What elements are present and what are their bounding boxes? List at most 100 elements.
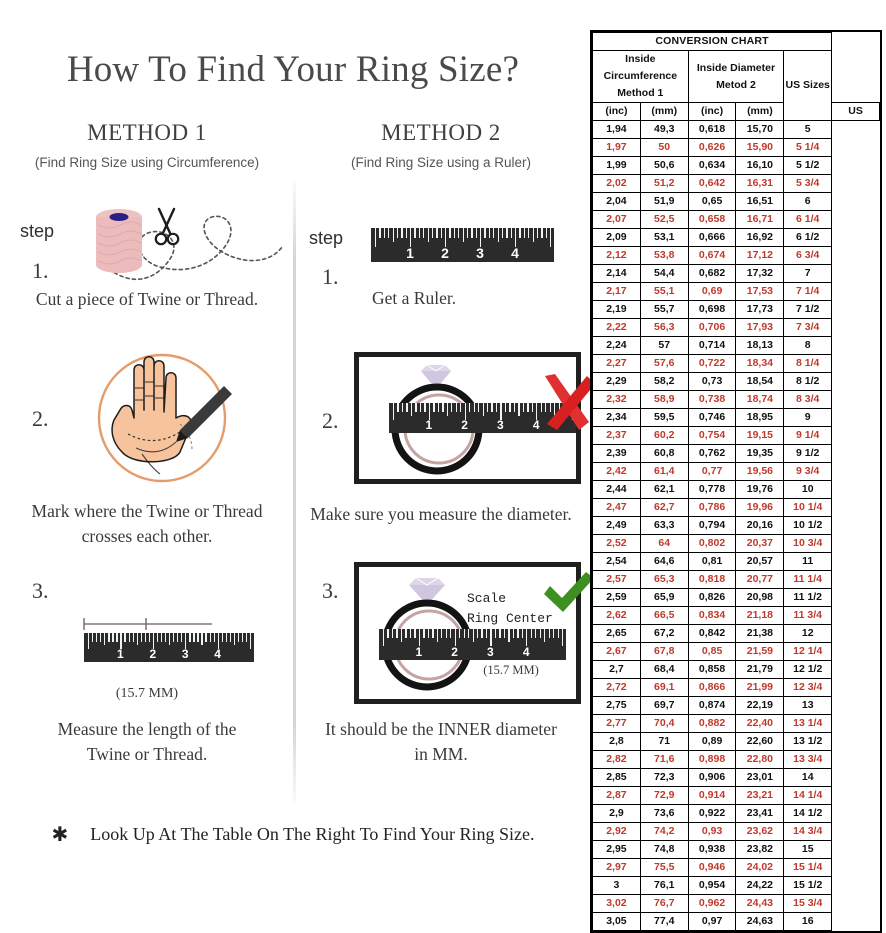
table-cell: 14 (783, 768, 833, 787)
table-cell: 53,1 (639, 228, 689, 247)
table-cell: 73,6 (639, 804, 689, 823)
table-cell: 69,7 (639, 696, 689, 715)
method-1-step-2-number: 2. (32, 406, 49, 431)
table-cell: 5 1/2 (783, 156, 833, 175)
table-cell: 54,4 (639, 264, 689, 283)
table-cell: 18,54 (735, 372, 785, 391)
table-row: 2,39 60,8 0,762 19,35 9 1/2 (592, 444, 880, 463)
table-cell: 2,37 (592, 426, 641, 445)
instructions-panel: How To Find Your Ring Size? METHOD 1 (Fi… (20, 49, 595, 846)
table-cell: 0,77 (687, 462, 737, 481)
table-cell: 21,59 (735, 642, 785, 661)
table-row: 3,02 76,7 0,962 24,43 15 3/4 (592, 894, 880, 913)
ruler-number: 2 (149, 647, 157, 662)
table-cell: 2,92 (592, 822, 641, 841)
table-row: 3,05 77,4 0,97 24,63 16 (592, 912, 880, 931)
table-cell: 0,938 (687, 840, 737, 859)
table-cell: 2,49 (592, 516, 641, 535)
table-cell: 9 (783, 408, 833, 427)
group-header-diameter: Inside Diameter Metod 2 (687, 50, 785, 103)
page-title: How To Find Your Ring Size? (66, 49, 520, 90)
table-cell: 2,02 (592, 174, 641, 193)
table-cell: 0,898 (687, 750, 737, 769)
table-cell: 10 3/4 (783, 534, 833, 553)
twine-spool-scissors-icon (86, 203, 286, 291)
table-cell: 3 (592, 876, 641, 895)
table-cell: 0,842 (687, 624, 737, 643)
table-cell: 24,22 (735, 876, 785, 895)
table-cell: 7 1/4 (783, 282, 833, 301)
table-cell: 2,27 (592, 354, 641, 373)
table-cell: 2,47 (592, 498, 641, 517)
table-row: 2,12 53,8 0,674 17,12 6 3/4 (592, 246, 880, 265)
table-cell: 0,698 (687, 300, 737, 319)
table-cell: 2,57 (592, 570, 641, 589)
table-cell: 60,2 (639, 426, 689, 445)
group-header-circumference-line2: Method 1 (617, 87, 664, 99)
table-row: 2,29 58,2 0,73 18,54 8 1/2 (592, 372, 880, 391)
table-cell: 0,714 (687, 336, 737, 355)
table-cell: 16,92 (735, 228, 785, 247)
table-cell: 76,7 (639, 894, 689, 913)
ruler-number: 1 (425, 417, 433, 432)
table-cell: 5 (783, 120, 833, 139)
table-cell: 5 3/4 (783, 174, 833, 193)
table-cell: 0,658 (687, 210, 737, 229)
method-1-title: METHOD 1 (87, 120, 207, 145)
table-cell: 2,17 (592, 282, 641, 301)
table-cell: 0,858 (687, 660, 737, 679)
table-row: 2,27 57,6 0,722 18,34 8 1/4 (592, 354, 880, 373)
table-cell: 49,3 (639, 120, 689, 139)
table-cell: 2,65 (592, 624, 641, 643)
table-cell: 77,4 (639, 912, 689, 931)
table-cell: 2,59 (592, 588, 641, 607)
table-cell: 0,874 (687, 696, 737, 715)
table-cell: 14 1/2 (783, 804, 833, 823)
ruler-number: 4 (522, 645, 530, 660)
table-cell: 20,77 (735, 570, 785, 589)
table-cell: 70,4 (639, 714, 689, 733)
table-cell: 76,1 (639, 876, 689, 895)
ruler-number: 4 (511, 244, 519, 261)
table-row: 2,22 56,3 0,706 17,93 7 3/4 (592, 318, 880, 337)
table-cell: 0,682 (687, 264, 737, 283)
table-row: 2,67 67,8 0,85 21,59 12 1/4 (592, 642, 880, 661)
table-cell: 18,13 (735, 336, 785, 355)
table-row: 2,75 69,7 0,874 22,19 13 (592, 696, 880, 715)
table-cell: 61,4 (639, 462, 689, 481)
table-cell: 10 1/4 (783, 498, 833, 517)
table-cell: 1,94 (592, 120, 641, 139)
table-row: 2,97 75,5 0,946 24,02 15 1/4 (592, 858, 880, 877)
table-cell: 5 1/4 (783, 138, 833, 157)
table-row: 2,82 71,6 0,898 22,80 13 3/4 (592, 750, 880, 769)
table-cell: 74,2 (639, 822, 689, 841)
table-cell: 2,54 (592, 552, 641, 571)
table-cell: 22,60 (735, 732, 785, 751)
table-row: 2,65 67,2 0,842 21,38 12 (592, 624, 880, 643)
table-cell: 72,9 (639, 786, 689, 805)
method-1-subtitle: (Find Ring Size using Circumference) (34, 155, 260, 170)
table-cell: 2,32 (592, 390, 641, 409)
table-cell: 67,8 (639, 642, 689, 661)
table-cell: 9 1/2 (783, 444, 833, 463)
method-2-step-3-number: 3. (322, 578, 339, 603)
table-row: 2,52 64 0,802 20,37 10 3/4 (592, 534, 880, 553)
table-cell: 0,922 (687, 804, 737, 823)
table-cell: 60,8 (639, 444, 689, 463)
table-cell: 12 3/4 (783, 678, 833, 697)
table-cell: 22,80 (735, 750, 785, 769)
footnote-text: Look Up At The Table On The Right To Fin… (90, 824, 535, 844)
table-cell: 21,79 (735, 660, 785, 679)
table-cell: 15 1/2 (783, 876, 833, 895)
diamond-icon (421, 364, 451, 389)
table-cell: 0,618 (687, 120, 737, 139)
table-cell: 8 1/2 (783, 372, 833, 391)
table-cell: 0,722 (687, 354, 737, 373)
method-2-step-2-number: 2. (322, 408, 339, 433)
method-2-column: METHOD 2 (Find Ring Size using a Ruler) (298, 120, 584, 170)
table-row: 2,09 53,1 0,666 16,92 6 1/2 (592, 228, 880, 247)
table-row: 2,49 63,3 0,794 20,16 10 1/2 (592, 516, 880, 535)
table-row: 2,95 74,8 0,938 23,82 15 (592, 840, 880, 859)
table-cell: 0,642 (687, 174, 737, 193)
table-cell: 0,882 (687, 714, 737, 733)
